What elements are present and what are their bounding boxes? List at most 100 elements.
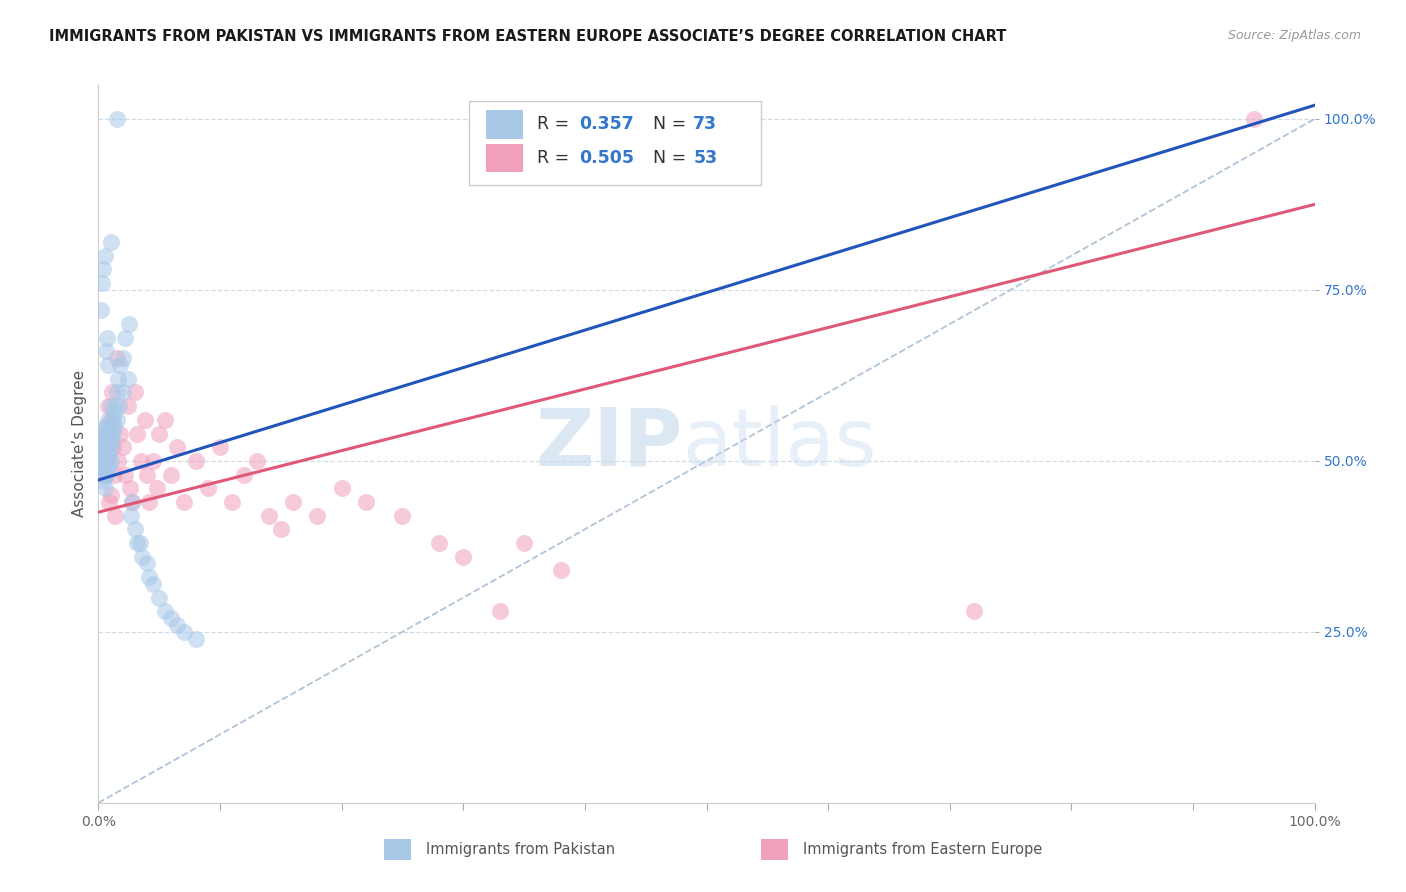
Point bbox=[136, 467, 159, 482]
Point bbox=[488, 604, 510, 618]
Point bbox=[97, 440, 120, 454]
Point bbox=[148, 426, 170, 441]
Point bbox=[427, 536, 450, 550]
Point bbox=[91, 426, 114, 441]
Point bbox=[111, 385, 134, 400]
Point bbox=[121, 495, 143, 509]
Point bbox=[354, 495, 377, 509]
Point bbox=[111, 351, 134, 366]
Bar bbox=[384, 839, 411, 860]
Point bbox=[96, 419, 118, 434]
Point bbox=[93, 440, 115, 454]
Point bbox=[233, 467, 256, 482]
Text: 53: 53 bbox=[693, 149, 717, 167]
Point bbox=[97, 358, 120, 372]
Point bbox=[155, 604, 177, 618]
Point bbox=[104, 399, 127, 413]
Point bbox=[100, 440, 122, 454]
Point bbox=[100, 488, 122, 502]
Point bbox=[184, 632, 207, 646]
Point bbox=[98, 447, 121, 461]
Point bbox=[94, 440, 117, 454]
Point bbox=[90, 303, 112, 318]
Point bbox=[100, 413, 122, 427]
Y-axis label: Associate’s Degree: Associate’s Degree bbox=[72, 370, 87, 517]
Point bbox=[93, 467, 115, 482]
Point bbox=[91, 475, 114, 489]
Point bbox=[93, 481, 115, 495]
Point bbox=[118, 317, 141, 331]
Point bbox=[96, 331, 118, 345]
Point bbox=[93, 434, 115, 448]
Point bbox=[391, 508, 413, 523]
Point bbox=[197, 481, 219, 495]
Bar bbox=[470, 101, 761, 186]
Point bbox=[330, 481, 353, 495]
Point bbox=[101, 419, 124, 434]
Text: 73: 73 bbox=[693, 115, 717, 133]
Point bbox=[96, 447, 118, 461]
Point bbox=[138, 570, 160, 584]
Point bbox=[100, 399, 122, 413]
Point bbox=[94, 467, 117, 482]
Point bbox=[134, 413, 156, 427]
Point bbox=[93, 440, 115, 454]
Point bbox=[107, 372, 129, 386]
Text: 0.357: 0.357 bbox=[579, 115, 634, 133]
Point bbox=[97, 399, 120, 413]
Point bbox=[114, 331, 136, 345]
Point bbox=[93, 454, 115, 468]
Point bbox=[127, 426, 149, 441]
Point bbox=[97, 454, 120, 468]
Point bbox=[91, 454, 114, 468]
Point bbox=[136, 557, 159, 571]
Point bbox=[100, 454, 122, 468]
Point bbox=[103, 467, 125, 482]
Point bbox=[108, 399, 131, 413]
Point bbox=[166, 440, 188, 454]
Point bbox=[124, 385, 146, 400]
Point bbox=[94, 344, 117, 359]
Text: Immigrants from Eastern Europe: Immigrants from Eastern Europe bbox=[803, 842, 1042, 857]
Point bbox=[142, 454, 165, 468]
Text: IMMIGRANTS FROM PAKISTAN VS IMMIGRANTS FROM EASTERN EUROPE ASSOCIATE’S DEGREE CO: IMMIGRANTS FROM PAKISTAN VS IMMIGRANTS F… bbox=[49, 29, 1007, 44]
Point bbox=[160, 611, 183, 625]
Point bbox=[93, 419, 115, 434]
Text: Source: ZipAtlas.com: Source: ZipAtlas.com bbox=[1227, 29, 1361, 42]
Point bbox=[129, 454, 152, 468]
Point bbox=[307, 508, 329, 523]
Text: 0.505: 0.505 bbox=[579, 149, 634, 167]
Point bbox=[166, 618, 188, 632]
Point bbox=[103, 419, 125, 434]
Point bbox=[209, 440, 232, 454]
Point bbox=[513, 536, 536, 550]
Point bbox=[963, 604, 986, 618]
Point bbox=[114, 467, 136, 482]
Bar bbox=[486, 110, 523, 138]
Text: atlas: atlas bbox=[682, 405, 876, 483]
Point bbox=[98, 460, 121, 475]
Point bbox=[94, 454, 117, 468]
Point bbox=[550, 563, 572, 577]
Point bbox=[91, 447, 114, 461]
Point bbox=[173, 495, 195, 509]
Point bbox=[91, 262, 114, 277]
Point bbox=[91, 440, 114, 454]
Point bbox=[94, 467, 117, 482]
Point bbox=[98, 495, 121, 509]
Text: R =: R = bbox=[537, 115, 575, 133]
Point bbox=[155, 413, 177, 427]
Point bbox=[121, 495, 143, 509]
Point bbox=[96, 419, 118, 434]
Point bbox=[453, 549, 475, 564]
Point bbox=[110, 426, 132, 441]
Point bbox=[100, 426, 122, 441]
Point bbox=[93, 249, 115, 263]
Point bbox=[148, 591, 170, 605]
Point bbox=[160, 467, 183, 482]
Point bbox=[138, 495, 160, 509]
Point bbox=[1243, 112, 1265, 126]
Point bbox=[101, 426, 124, 441]
Bar bbox=[486, 144, 523, 172]
Point bbox=[111, 440, 134, 454]
